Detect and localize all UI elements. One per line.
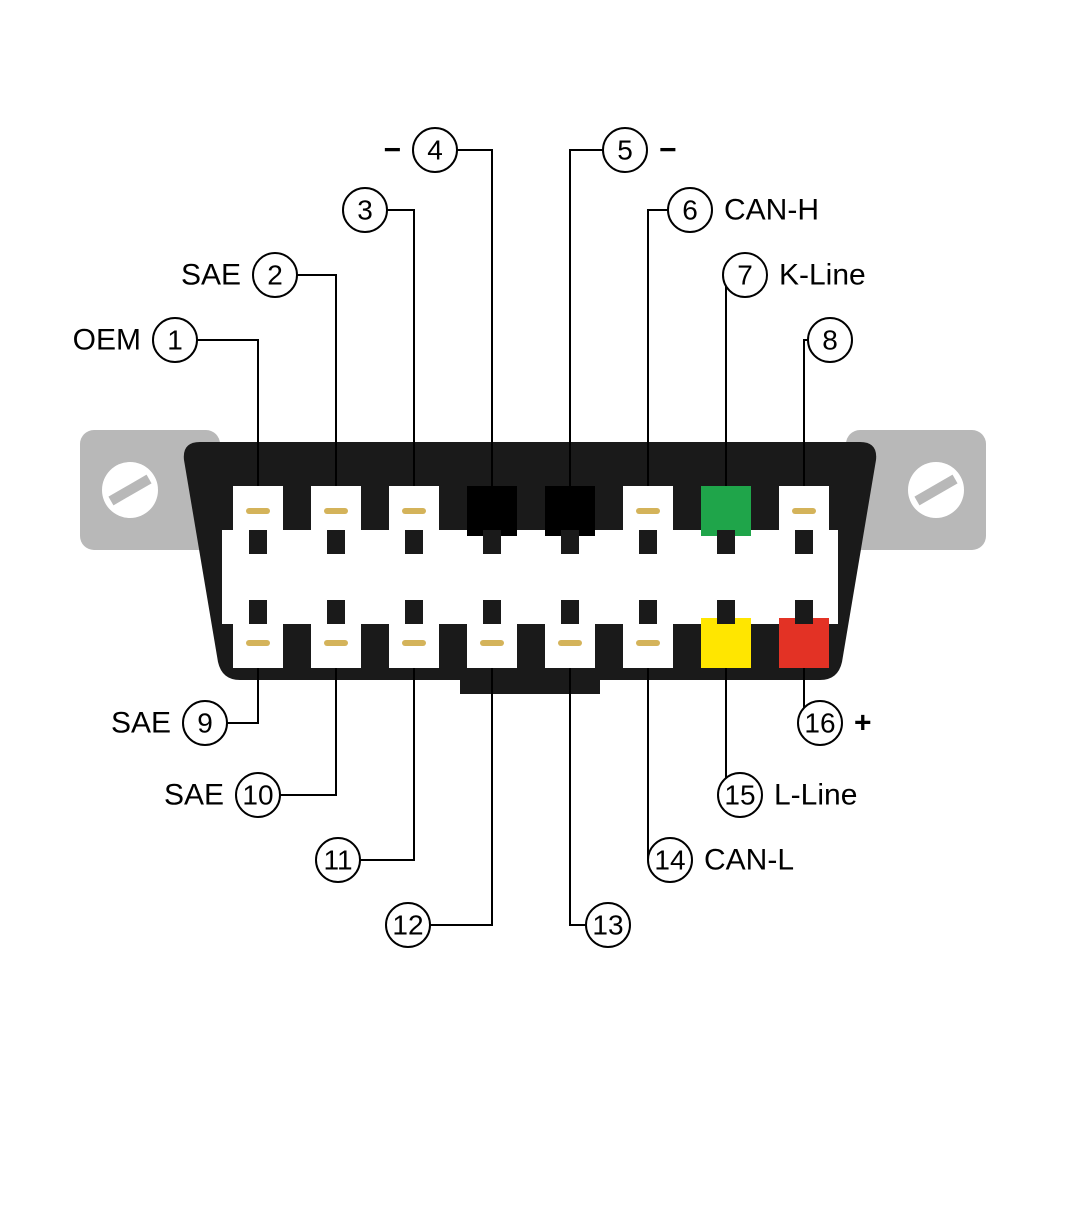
pin-7-label: K-Line: [779, 259, 866, 292]
pin-4-leader: [457, 150, 492, 486]
pin-14-number: 14: [654, 845, 685, 876]
diagram-svg: 1OEM2SAE34−5−6CAN-H7K-Line89SAE10SAE1112…: [0, 0, 1066, 1211]
pin-6-label: CAN-H: [724, 194, 819, 227]
pin-1-number: 1: [167, 325, 183, 356]
pin-5-cavity: [545, 486, 595, 536]
pin-6-number: 6: [682, 195, 698, 226]
pin-9-number: 9: [197, 708, 213, 739]
pin-10-leader: [280, 668, 336, 795]
pin-7-number: 7: [737, 260, 753, 291]
pin-6-contact: [636, 508, 660, 514]
pin-9-label: SAE: [111, 707, 171, 740]
pin-16-cavity: [779, 618, 829, 668]
pin-8-contact: [792, 508, 816, 514]
pin-8-number: 8: [822, 325, 838, 356]
pin-7-cavity: [701, 486, 751, 536]
pin-4-cavity: [467, 486, 517, 536]
pin-12-number: 12: [392, 910, 423, 941]
pin-1-label: OEM: [73, 324, 141, 357]
pin-15-label: L-Line: [774, 779, 857, 812]
pin-5-number: 5: [617, 135, 633, 166]
pin-3-contact: [402, 508, 426, 514]
pin-3-number: 3: [357, 195, 373, 226]
pin-12-contact: [480, 640, 504, 646]
pin-11-contact: [402, 640, 426, 646]
pin-10-label: SAE: [164, 779, 224, 812]
pin-15-number: 15: [724, 780, 755, 811]
pin-1-contact: [246, 508, 270, 514]
pin-4-label: −: [383, 134, 401, 167]
pin-11-leader: [360, 668, 414, 860]
pin-4-number: 4: [427, 135, 443, 166]
pin-2-label: SAE: [181, 259, 241, 292]
pin-11-number: 11: [323, 845, 352, 876]
pin-13-leader: [570, 668, 586, 925]
pin-15-leader: [718, 668, 726, 795]
obd-pinout-diagram: 1OEM2SAE34−5−6CAN-H7K-Line89SAE10SAE1112…: [0, 0, 1066, 1211]
pin-2-number: 2: [267, 260, 283, 291]
pin-14-contact: [636, 640, 660, 646]
pin-10-contact: [324, 640, 348, 646]
pin-5-label: −: [659, 134, 677, 167]
pin-13-number: 13: [592, 910, 623, 941]
pin-16-number: 16: [804, 708, 835, 739]
pin-12-leader: [430, 668, 492, 925]
pin-13-contact: [558, 640, 582, 646]
pin-2-contact: [324, 508, 348, 514]
pin-10-number: 10: [242, 780, 273, 811]
pin-14-label: CAN-L: [704, 844, 794, 877]
pin-5-leader: [570, 150, 603, 486]
pin-15-cavity: [701, 618, 751, 668]
pin-9-contact: [246, 640, 270, 646]
pin-16-label: +: [854, 707, 872, 740]
